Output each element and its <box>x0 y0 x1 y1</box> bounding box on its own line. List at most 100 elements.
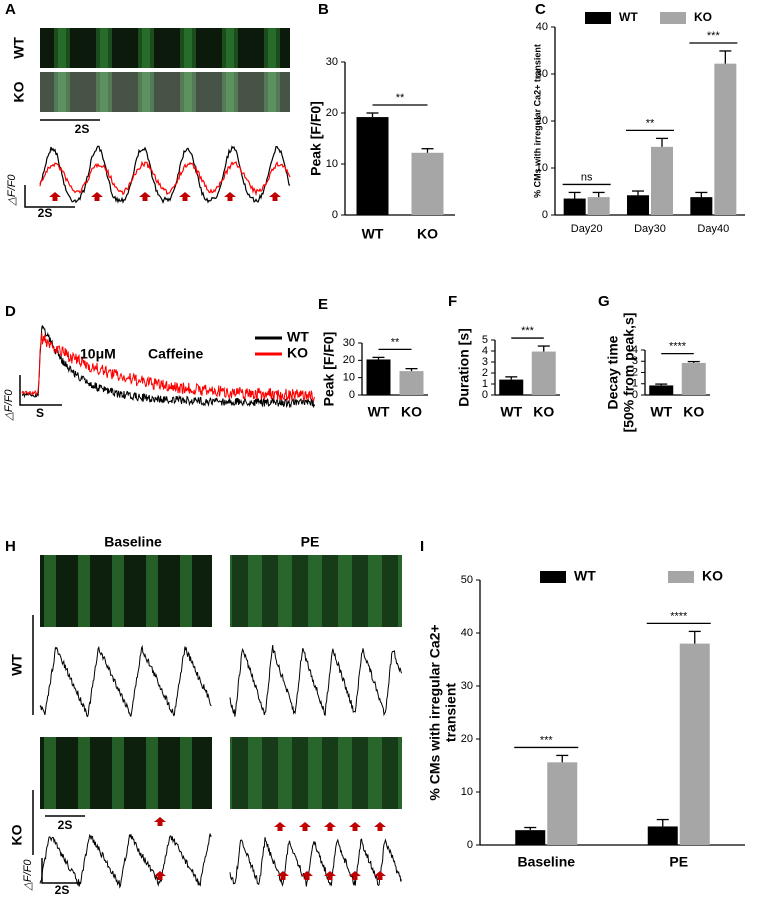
bar <box>356 117 389 215</box>
traces <box>21 325 316 409</box>
arrow <box>299 822 311 831</box>
x-tick-label: Day20 <box>571 223 603 235</box>
column-label: Baseline <box>104 534 162 550</box>
annotation: 10μM <box>80 346 116 362</box>
x-tick-label: Day30 <box>634 223 666 235</box>
x-tick-label: WT <box>500 404 522 420</box>
y-tick-label: 30 <box>461 680 473 692</box>
bar <box>679 643 710 845</box>
y-tick-label: 30 <box>536 68 548 80</box>
arrow <box>91 192 103 201</box>
y-tick-label: 1 <box>632 378 638 390</box>
traces <box>39 145 291 204</box>
significance-label: ** <box>396 92 405 104</box>
arrow <box>301 871 313 880</box>
y-tick-label: 0 <box>632 389 638 401</box>
linescan <box>40 737 212 809</box>
y-tick-label: 0 <box>482 389 488 401</box>
panel-label: F <box>448 293 457 310</box>
arrow <box>154 817 166 826</box>
trace <box>22 325 316 409</box>
y-tick-label: 1 <box>482 378 488 390</box>
y-axis-label: Duration [s] <box>456 328 472 407</box>
x-tick-label: Baseline <box>517 854 575 870</box>
y-axis-label: Peak [F/F0] <box>308 101 324 176</box>
y-axis-label: Decay time <box>605 335 621 409</box>
y-tick-label: 20 <box>343 354 355 366</box>
bar <box>647 826 678 845</box>
trace <box>229 645 402 717</box>
linescan <box>40 28 290 68</box>
bar <box>690 197 713 215</box>
significance-label: *** <box>521 325 535 337</box>
legend-swatch <box>585 12 611 24</box>
trace <box>39 145 291 204</box>
bar <box>366 359 391 395</box>
panel-label: A <box>5 1 16 18</box>
y-tick-label: 40 <box>536 21 548 33</box>
scale-label: 2S <box>55 883 70 897</box>
arrow <box>374 871 386 880</box>
y-tick-label: 20 <box>536 115 548 127</box>
unit-label: △F/F0 <box>22 859 34 892</box>
y-tick-label: 10 <box>326 158 338 170</box>
x-tick-label: PE <box>669 854 688 870</box>
y-tick-label: 3 <box>632 355 638 367</box>
y-tick-label: 0 <box>349 389 355 401</box>
y-tick-label: 4 <box>482 345 488 357</box>
linescan <box>230 555 402 627</box>
panel-label: G <box>598 293 610 310</box>
x-tick-label: WT <box>368 404 390 420</box>
x-tick-label: KO <box>683 404 704 420</box>
legend-swatch <box>668 571 694 583</box>
trace <box>39 833 212 889</box>
trace <box>21 332 316 403</box>
trace <box>39 644 212 718</box>
bar <box>515 830 546 845</box>
y-tick-label: 30 <box>343 337 355 349</box>
y-axis-label: Peak [F/F0] <box>321 332 337 407</box>
traces <box>39 644 402 889</box>
scale-bar <box>41 858 80 884</box>
bar <box>411 152 444 215</box>
y-tick-label: 30 <box>326 56 338 68</box>
y-tick-label: 20 <box>326 107 338 119</box>
significance-label: **** <box>669 340 687 352</box>
bar <box>627 195 649 215</box>
y-tick-label: 20 <box>461 733 473 745</box>
significance-label: ns <box>581 171 593 183</box>
legend-swatch <box>540 571 566 583</box>
unit-label: △F/F0 <box>6 174 18 207</box>
column-label: PE <box>301 534 320 550</box>
arrow <box>269 192 281 201</box>
x-tick-label: KO <box>533 404 554 420</box>
scale-label: 2S <box>38 206 53 220</box>
scale-bar <box>19 375 62 406</box>
scale-label: S <box>36 406 44 420</box>
significance-label: *** <box>707 30 721 42</box>
bar <box>714 63 737 215</box>
arrow <box>224 192 236 201</box>
linescan <box>40 72 290 112</box>
linescan <box>230 737 402 809</box>
significance-label: ** <box>646 117 655 129</box>
scale-label: 2S <box>58 818 73 832</box>
legend-label: WT <box>287 329 309 345</box>
significance-label: ** <box>391 336 400 348</box>
panel-label: H <box>5 538 16 555</box>
trace <box>229 837 402 887</box>
y-tick-label: 10 <box>343 372 355 384</box>
scale-label: 2S <box>75 122 90 136</box>
y-tick-label: 2 <box>632 366 638 378</box>
arrow <box>349 822 361 831</box>
x-tick-label: KO <box>417 226 438 242</box>
y-tick-label: 0 <box>467 839 473 851</box>
row-label: WT <box>11 37 27 59</box>
y-axis-label: % CMs with irregular Ca2+ transient <box>532 44 542 198</box>
y-tick-label: 10 <box>461 786 473 798</box>
legend-label: WT <box>619 10 638 24</box>
y-tick-label: 0 <box>332 209 338 221</box>
legend-label: WT <box>574 568 596 584</box>
